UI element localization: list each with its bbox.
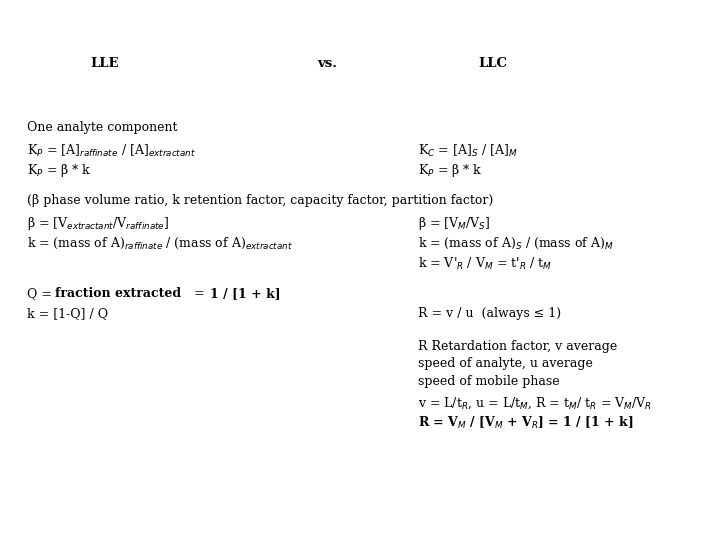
Text: k = (mass of A)$_S$ / (mass of A)$_M$: k = (mass of A)$_S$ / (mass of A)$_M$ [418,235,613,251]
Text: K$_C$ = [A]$_S$ / [A]$_M$: K$_C$ = [A]$_S$ / [A]$_M$ [418,143,517,159]
Text: β = [V$_M$/V$_S$]: β = [V$_M$/V$_S$] [418,215,490,232]
Text: =: = [190,287,209,300]
Text: speed of mobile phase: speed of mobile phase [418,375,559,388]
Text: speed of analyte, u average: speed of analyte, u average [418,357,593,370]
Text: R = v / u  (always ≤ 1): R = v / u (always ≤ 1) [418,307,561,320]
Text: K$_P$ = β * k: K$_P$ = β * k [27,162,92,179]
Text: vs.: vs. [318,57,338,70]
Text: Q =: Q = [27,287,56,300]
Text: (β phase volume ratio, k retention factor, capacity factor, partition factor): (β phase volume ratio, k retention facto… [27,194,494,207]
Text: fraction extracted: fraction extracted [55,287,181,300]
Text: LLC: LLC [479,57,508,70]
Text: K$_P$ = β * k: K$_P$ = β * k [418,162,482,179]
Text: K$_P$ = [A]$_{raffinate}$ / [A]$_{extractant}$: K$_P$ = [A]$_{raffinate}$ / [A]$_{extrac… [27,143,197,159]
Text: β = [V$_{extractant}$/V$_{raffinate}$]: β = [V$_{extractant}$/V$_{raffinate}$] [27,215,170,232]
Text: One analyte component: One analyte component [27,122,178,134]
Text: R = V$_M$ / [V$_M$ + V$_R$] = 1 / [1 + k]: R = V$_M$ / [V$_M$ + V$_R$] = 1 / [1 + k… [418,415,633,431]
Text: 1 / [1 + k]: 1 / [1 + k] [210,287,281,300]
Text: R Retardation factor, v average: R Retardation factor, v average [418,340,617,353]
Text: LLE: LLE [90,57,119,70]
Text: k = V'$_R$ / V$_M$ = t'$_R$ / t$_M$: k = V'$_R$ / V$_M$ = t'$_R$ / t$_M$ [418,256,552,272]
Text: k = [1-Q] / Q: k = [1-Q] / Q [27,307,109,320]
Text: v = L/t$_R$, u = L/t$_M$, R = t$_M$/ t$_R$ = V$_M$/V$_R$: v = L/t$_R$, u = L/t$_M$, R = t$_M$/ t$_… [418,395,652,411]
Text: k = (mass of A)$_{raffinate}$ / (mass of A)$_{extractant}$: k = (mass of A)$_{raffinate}$ / (mass of… [27,235,293,251]
